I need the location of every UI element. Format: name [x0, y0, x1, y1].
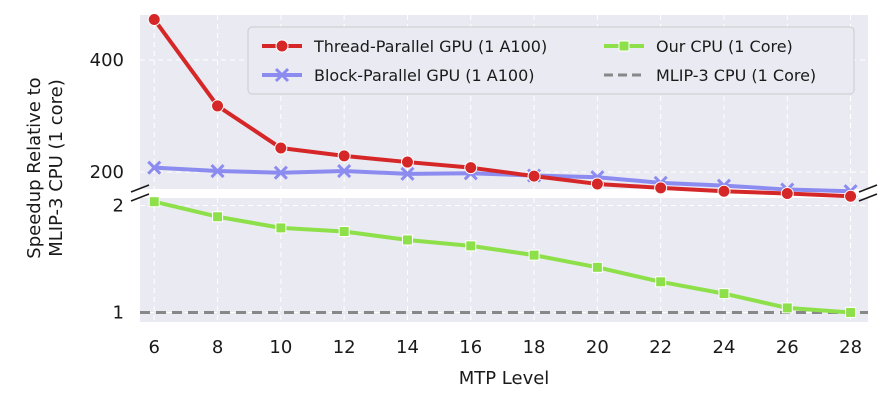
data-point-our-cpu-1-core-12: [338, 226, 350, 238]
series-line-thread-parallel-gpu-1-a100: [152, 18, 851, 199]
data-point-thread-parallel-gpu-1-a100-16: [464, 161, 478, 175]
legend-our-cpu-label: Our CPU (1 Core): [656, 37, 793, 56]
x-tick-label-26: 26: [776, 337, 799, 358]
y-tick-label-bottom-1: 1: [113, 302, 124, 323]
break-mark-right-bottom: [858, 193, 878, 202]
x-tick-label-28: 28: [839, 337, 862, 358]
data-point-thread-parallel-gpu-1-a100-20: [590, 177, 604, 191]
y-axis-title: Speedup Relative to MLIP-3 CPU (1 core): [24, 77, 67, 258]
y-tick-label-bottom-2: 2: [113, 196, 124, 217]
data-point-block-parallel-gpu-1-a100-14: [400, 166, 415, 181]
y-axis-title-line-1: Speedup Relative to: [24, 77, 45, 258]
x-tick-label-22: 22: [649, 337, 672, 358]
data-point-thread-parallel-gpu-1-a100-22: [654, 181, 668, 195]
data-point-thread-parallel-gpu-1-a100-8: [211, 99, 225, 113]
legend-our-cpu-marker: [618, 40, 630, 52]
data-point-our-cpu-1-core-8: [212, 211, 224, 223]
data-point-block-parallel-gpu-1-a100-10: [273, 165, 288, 180]
data-point-our-cpu-1-core-22: [655, 276, 667, 288]
data-point-our-cpu-1-core-16: [465, 240, 477, 252]
y-axis-title-line-2: MLIP-3 CPU (1 core): [46, 79, 67, 257]
x-tick-label-14: 14: [396, 337, 419, 358]
data-point-thread-parallel-gpu-1-a100-14: [400, 155, 414, 169]
data-point-our-cpu-1-core-18: [528, 249, 540, 261]
data-point-thread-parallel-gpu-1-a100-18: [527, 169, 541, 183]
legend-block-gpu-label: Block-Parallel GPU (1 A100): [314, 66, 535, 85]
x-tick-label-18: 18: [523, 337, 546, 358]
break-mark-right-top: [858, 184, 878, 193]
legend-box: [247, 26, 855, 95]
legend-thread-gpu-marker: [275, 39, 289, 53]
legend: Thread-Parallel GPU (1 A100) Block-Paral…: [247, 26, 855, 95]
data-point-our-cpu-1-core-6: [148, 196, 160, 208]
data-point-thread-parallel-gpu-1-a100-10: [274, 141, 288, 155]
series-layer: [140, 12, 868, 318]
data-point-block-parallel-gpu-1-a100-6: [147, 160, 162, 175]
legend-mlip3-cpu-label: MLIP-3 CPU (1 Core): [656, 66, 816, 85]
x-axis-title: MTP Level: [459, 368, 550, 389]
x-tick-label-20: 20: [586, 337, 609, 358]
data-point-block-parallel-gpu-1-a100-12: [337, 163, 352, 179]
data-point-our-cpu-1-core-24: [718, 288, 730, 300]
series-line-block-parallel-gpu-1-a100: [154, 165, 851, 194]
data-point-our-cpu-1-core-28: [845, 306, 857, 318]
x-tick-label-6: 6: [149, 337, 160, 358]
y-tick-label-top-400: 400: [90, 50, 124, 71]
legend-thread-gpu-label: Thread-Parallel GPU (1 A100): [313, 37, 547, 56]
data-point-block-parallel-gpu-1-a100-8: [210, 163, 225, 179]
y-tick-label-top-200: 200: [90, 162, 124, 183]
axis-break-marks: [130, 184, 878, 202]
data-point-thread-parallel-gpu-1-a100-6: [147, 12, 161, 26]
data-point-our-cpu-1-core-26: [781, 302, 793, 314]
data-point-our-cpu-1-core-20: [591, 261, 603, 273]
x-tick-label-8: 8: [212, 337, 223, 358]
data-point-thread-parallel-gpu-1-a100-24: [717, 184, 731, 198]
data-point-thread-parallel-gpu-1-a100-28: [844, 189, 858, 203]
series-line-our-cpu-1-core: [153, 199, 851, 315]
data-point-thread-parallel-gpu-1-a100-26: [780, 186, 794, 200]
data-point-our-cpu-1-core-10: [275, 222, 287, 234]
bottom-panel-background: [140, 198, 868, 322]
data-point-our-cpu-1-core-14: [401, 234, 413, 246]
legend-block-gpu-marker: [274, 67, 290, 83]
x-tick-label-16: 16: [459, 337, 482, 358]
break-mark-left-top: [130, 184, 150, 193]
break-mark-left-bottom: [130, 193, 150, 202]
x-tick-label-10: 10: [269, 337, 292, 358]
x-tick-label-24: 24: [713, 337, 736, 358]
data-point-thread-parallel-gpu-1-a100-12: [337, 149, 351, 163]
x-tick-label-12: 12: [333, 337, 356, 358]
